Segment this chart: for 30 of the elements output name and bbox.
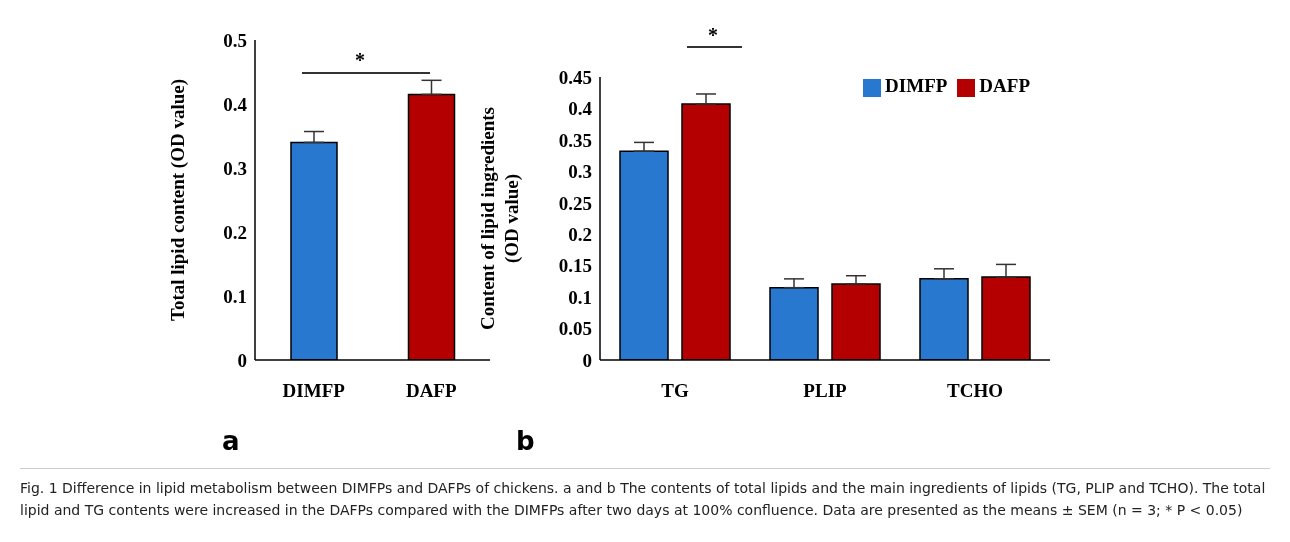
text: *: [708, 24, 718, 47]
y-tick-label: 0.2: [223, 221, 247, 243]
y-tick-label: 0.1: [223, 285, 247, 307]
text: b: [516, 426, 535, 456]
y-tick-label: 0.15: [558, 255, 592, 277]
y-axis-title: Total lipid content (OD value): [167, 78, 189, 322]
y-tick-label: 0.3: [223, 157, 247, 179]
y-tick-label: 0.4: [223, 93, 248, 115]
legend-label: DAFP: [979, 75, 1030, 96]
caption: Fig. 1 Difference in lipid metabolism between DIMFPs and DAFPs of chickens. a and b The contents of total lipids and the main ingredients of lipids (TG, PLIP and TCHO). The total lipid and TG contents were increased in the DAFPs compared with the DIMFPs after two days at 100% confluence. Data are presented as the means ± SEM (n = 3; * P < 0.05): [20, 468, 1270, 521]
y-tick-label: 0.5: [223, 29, 247, 51]
y-tick-label: 0.45: [558, 66, 592, 88]
y-tick-label: 0.05: [558, 318, 592, 340]
annotation: *: [355, 49, 365, 72]
y-tick-label: 0.2: [568, 223, 592, 245]
x-tick-label: TCHO: [947, 380, 1003, 402]
y-tick-label: 0.1: [568, 286, 592, 308]
y-tick-label: 0.25: [558, 192, 592, 214]
x-tick-label: DAFP: [405, 380, 457, 402]
y-tick-label: 0.4: [568, 98, 593, 120]
y-tick-label: 0: [582, 349, 592, 371]
x-tick-label: PLIP: [803, 380, 848, 402]
y-axis-title: Content of lipid ingredients (OD value): [477, 107, 523, 330]
y-tick-label: 0: [237, 349, 247, 371]
y-tick-label: 0.3: [568, 161, 592, 183]
text: a: [222, 426, 240, 456]
x-tick-label: TG: [661, 380, 689, 402]
legend-label: DIMFP: [885, 75, 948, 96]
x-tick-label: DIMFP: [282, 380, 346, 402]
y-tick-label: 0.35: [558, 129, 592, 151]
